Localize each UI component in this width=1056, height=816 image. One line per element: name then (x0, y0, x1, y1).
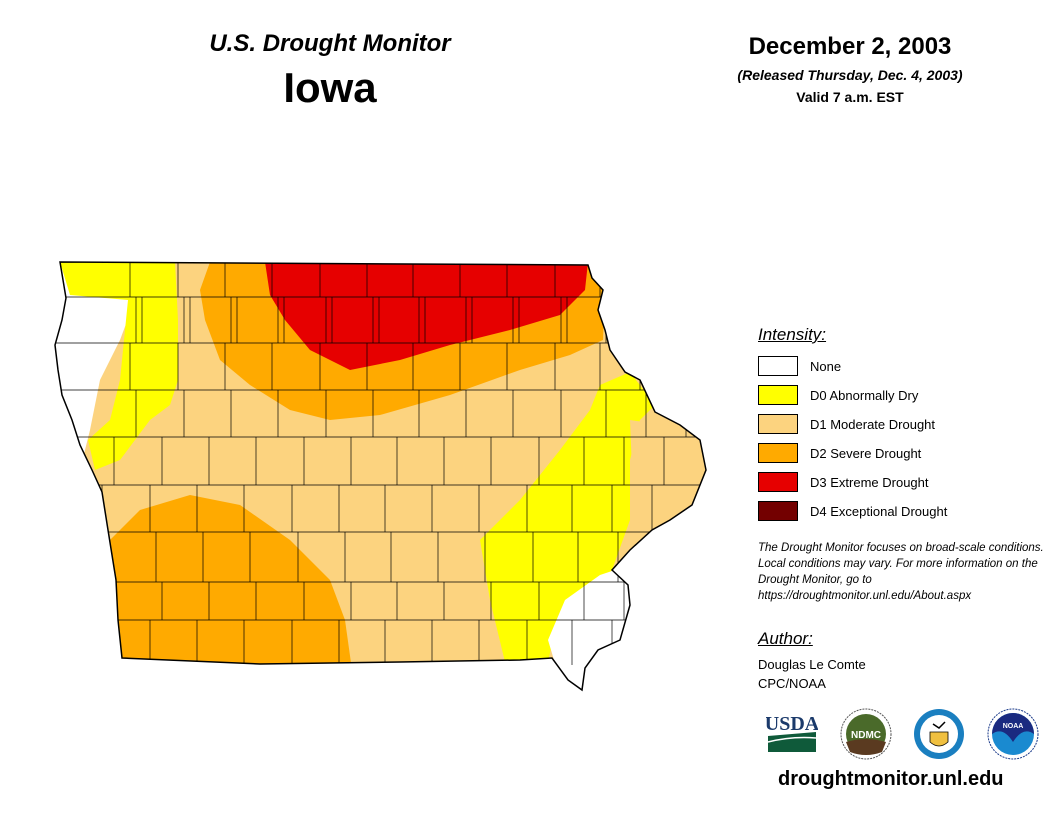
legend-label: D2 Severe Drought (810, 445, 922, 461)
d1-area-east (630, 420, 706, 530)
legend-swatch (758, 414, 798, 434)
d2-area-southwest (100, 495, 352, 670)
legend-label: None (810, 358, 842, 374)
legend-label: D1 Moderate Drought (810, 416, 936, 432)
legend-swatch (758, 472, 798, 492)
state-title: Iowa (283, 64, 377, 111)
d0-area-west (60, 262, 178, 470)
author-org: CPC/NOAA (758, 676, 826, 691)
website-url[interactable]: droughtmonitor.unl.edu (778, 768, 1004, 790)
legend-item: None (758, 355, 841, 377)
legend-item: D1 Moderate Drought (758, 413, 935, 435)
svg-text:USDA: USDA (766, 713, 818, 735)
legend-label: D3 Extreme Drought (810, 474, 929, 490)
legend-item: D2 Severe Drought (758, 442, 921, 464)
legend-title: Intensity: (758, 325, 827, 344)
valid-time: Valid 7 a.m. EST (796, 89, 904, 105)
legend-item: D0 Abnormally Dry (758, 384, 918, 406)
author-name: Douglas Le Comte (758, 657, 866, 672)
none-area-southeast (548, 570, 635, 690)
legend-swatch (758, 385, 798, 405)
d0-area-east (480, 372, 655, 662)
svg-text:NOAA: NOAA (1003, 723, 1024, 730)
release-date: (Released Thursday, Dec. 4, 2003) (737, 67, 963, 83)
legend-swatch (758, 443, 798, 463)
noaa-logo: NOAA (987, 708, 1039, 760)
product-title: U.S. Drought Monitor (209, 30, 451, 57)
commerce-seal-logo (914, 709, 964, 759)
legend-label: D0 Abnormally Dry (810, 387, 919, 403)
usda-logo: USDA (766, 713, 818, 752)
map-date: December 2, 2003 (748, 33, 952, 60)
svg-text:NDMC: NDMC (851, 730, 881, 741)
ndmc-logo: NDMC (840, 708, 892, 760)
legend-swatch (758, 356, 798, 376)
legend-label: D4 Exceptional Drought (810, 503, 948, 519)
author-heading: Author: (758, 629, 813, 648)
legend-item: D4 Exceptional Drought (758, 500, 947, 522)
legend-swatch (758, 501, 798, 521)
legend-item: D3 Extreme Drought (758, 471, 929, 493)
disclaimer-note: The Drought Monitor focuses on broad-sca… (758, 542, 1044, 602)
